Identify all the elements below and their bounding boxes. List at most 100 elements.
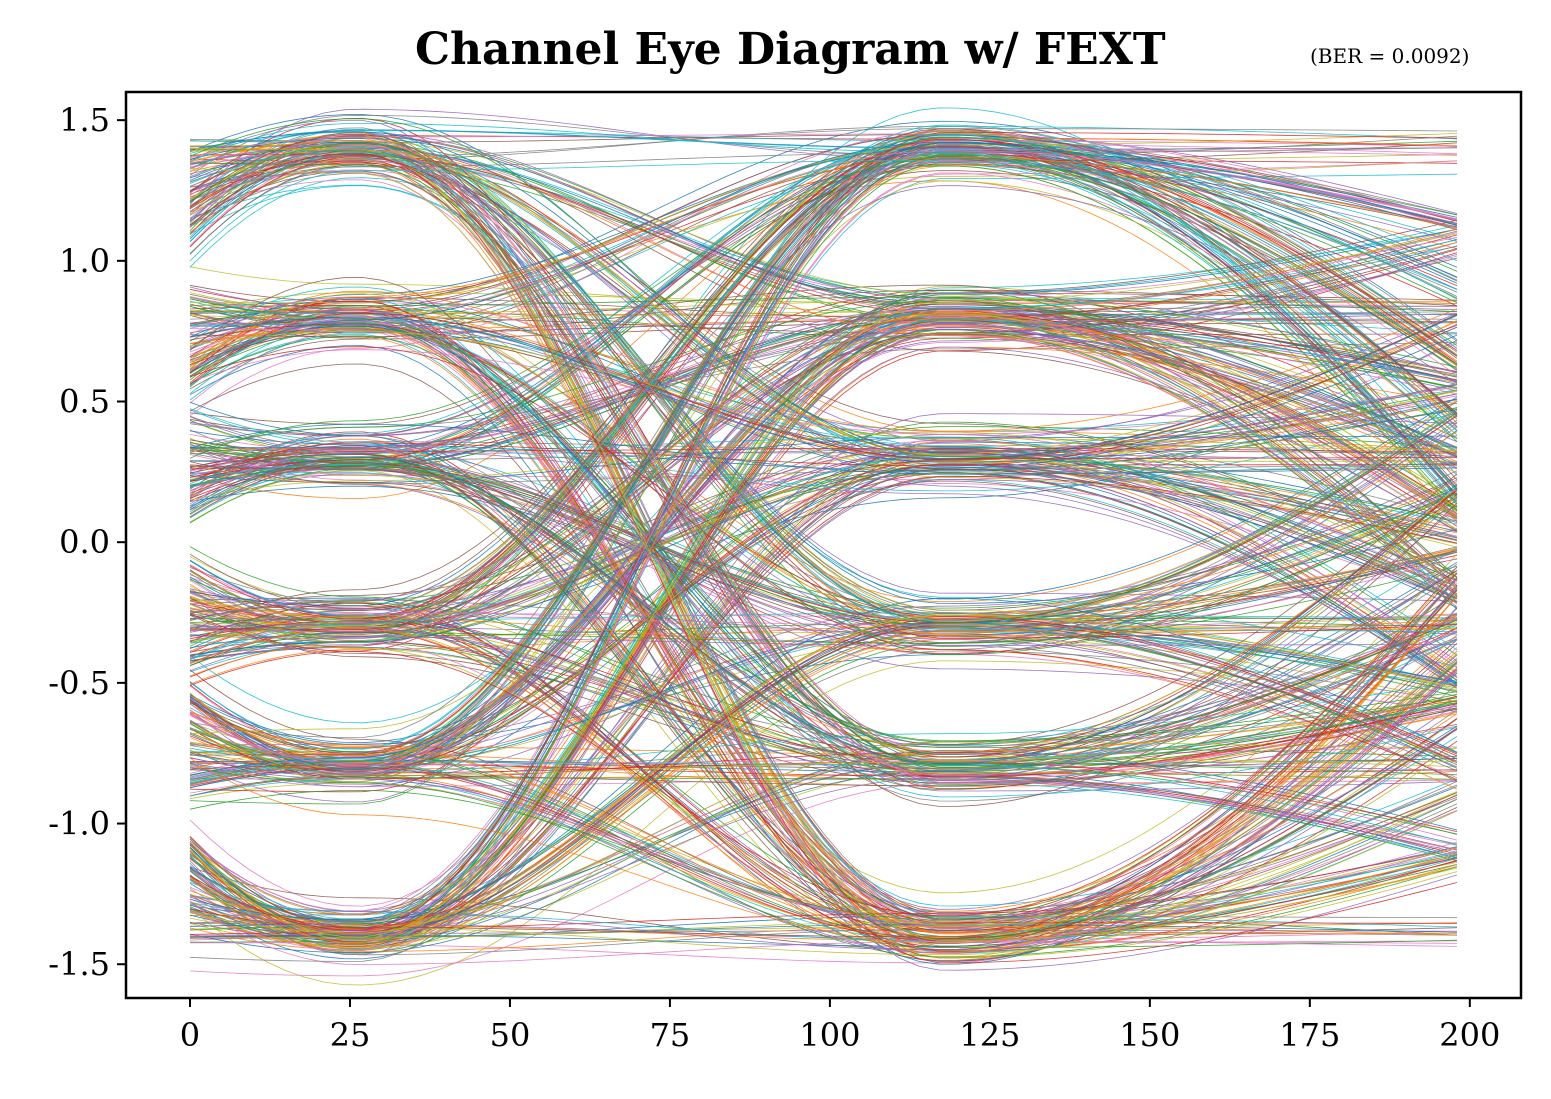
- eye-trace: [189, 475, 1458, 935]
- eye-trace: [189, 597, 1458, 962]
- eye-trace: [189, 307, 1458, 518]
- eye-trace: [189, 290, 1458, 945]
- eye-trace: [189, 151, 1458, 750]
- eye-trace: [189, 160, 1458, 290]
- eye-trace: [189, 158, 1458, 790]
- eye-trace: [189, 317, 1458, 785]
- y-tick-label: 1.0: [59, 242, 110, 280]
- eye-trace: [189, 447, 1458, 471]
- eye-trace: [189, 408, 1458, 621]
- eye-trace: [189, 625, 1458, 780]
- eye-trace: [189, 450, 1458, 950]
- eye-trace: [189, 289, 1458, 469]
- trace-group: [189, 107, 1458, 986]
- eye-trace: [190, 447, 1458, 772]
- eye-trace: [189, 312, 1458, 686]
- eye-trace: [189, 135, 1458, 372]
- eye-trace: [189, 148, 1458, 598]
- eye-trace: [189, 612, 1458, 753]
- eye-trace: [189, 129, 1458, 226]
- eye-trace: [189, 623, 1458, 772]
- eye-trace: [189, 767, 1458, 942]
- eye-trace: [189, 667, 1458, 937]
- eye-trace: [189, 667, 1458, 951]
- eye-trace: [189, 309, 1458, 792]
- eye-trace: [189, 312, 1458, 519]
- eye-trace: [189, 154, 1458, 766]
- eye-trace: [189, 156, 1458, 499]
- eye-trace: [189, 245, 1458, 962]
- eye-trace: [189, 334, 1458, 656]
- eye-trace: [189, 141, 1458, 373]
- eye-trace: [189, 463, 1458, 915]
- eye-trace: [189, 255, 1458, 758]
- eye-trace: [189, 326, 1458, 634]
- eye-trace: [189, 479, 1458, 779]
- x-tick-label: 50: [490, 1016, 531, 1054]
- eye-trace: [189, 330, 1458, 452]
- eye-trace: [189, 147, 1458, 959]
- eye-trace: [189, 406, 1458, 626]
- eye-trace: [189, 492, 1458, 953]
- x-tick-label: 175: [1279, 1016, 1340, 1054]
- eye-trace: [189, 312, 1458, 798]
- y-tick-label: 1.5: [59, 101, 110, 139]
- eye-trace: [189, 142, 1458, 649]
- eye-trace: [189, 306, 1458, 647]
- eye-trace: [189, 170, 1458, 845]
- eye-trace: [189, 680, 1458, 773]
- eye-trace: [189, 449, 1458, 618]
- eye-trace: [189, 487, 1458, 789]
- eye-trace: [189, 725, 1458, 938]
- eye-trace: [189, 485, 1458, 687]
- eye-trace: [189, 139, 1458, 620]
- eye-trace: [189, 133, 1458, 492]
- eye-trace: [189, 277, 1458, 920]
- eye-trace: [189, 155, 1458, 921]
- eye-trace: [189, 322, 1458, 658]
- eye-trace: [189, 572, 1458, 917]
- eye-trace: [189, 141, 1458, 604]
- eye-trace: [189, 346, 1458, 940]
- eye-trace: [189, 383, 1458, 633]
- eye-trace: [189, 118, 1458, 522]
- eye-trace: [189, 457, 1458, 835]
- y-axis: 1.5 1.0 0.5 0.0 -0.5 -1.0 -1.5: [48, 101, 126, 983]
- eye-trace: [189, 481, 1458, 930]
- eye-trace: [189, 621, 1458, 949]
- eye-trace: [189, 298, 1458, 623]
- eye-trace: [189, 671, 1458, 950]
- eye-trace: [189, 456, 1458, 765]
- eye-trace: [189, 134, 1458, 282]
- eye-trace: [189, 300, 1458, 453]
- x-tick-label: 100: [799, 1016, 860, 1054]
- eye-trace: [189, 329, 1458, 628]
- eye-trace: [189, 140, 1458, 635]
- eye-trace: [189, 612, 1458, 944]
- eye-trace: [189, 346, 1458, 922]
- x-tick-label: 150: [1119, 1016, 1180, 1054]
- eye-trace: [189, 161, 1458, 475]
- eye-trace: [189, 487, 1458, 941]
- eye-trace: [189, 721, 1458, 777]
- eye-trace: [189, 320, 1458, 924]
- eye-trace: [189, 480, 1458, 749]
- eye-trace: [189, 363, 1458, 944]
- eye-trace: [189, 143, 1458, 755]
- eye-trace: [189, 142, 1458, 600]
- eye-trace: [189, 136, 1458, 782]
- eye-trace: [189, 597, 1458, 927]
- plot-frame: [124, 90, 1523, 1000]
- x-tick-label: 0: [180, 1016, 200, 1054]
- x-tick-label: 200: [1439, 1016, 1500, 1054]
- eye-trace: [189, 140, 1458, 475]
- eye-trace: [189, 292, 1458, 768]
- x-tick-label: 25: [330, 1016, 371, 1054]
- eye-trace: [189, 148, 1458, 753]
- x-tick-label: 125: [959, 1016, 1020, 1054]
- x-axis: 0 25 50 75 100 125 150 175 200: [180, 998, 1500, 1054]
- eye-trace: [189, 153, 1458, 805]
- eye-trace: [189, 746, 1458, 924]
